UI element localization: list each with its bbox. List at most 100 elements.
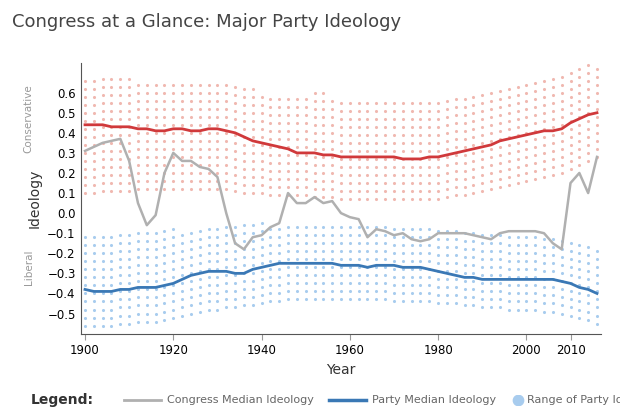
Point [363, 180, 373, 186]
Point [248, 270, 258, 277]
Point [459, 95, 469, 102]
Point [592, 106, 602, 112]
Point [309, 130, 319, 136]
Point [486, 89, 496, 96]
Point [504, 298, 514, 305]
Point [309, 256, 319, 263]
Point [504, 258, 514, 265]
Point [407, 108, 417, 114]
Point [592, 138, 602, 144]
Point [159, 244, 169, 251]
Point [319, 232, 329, 239]
Point [336, 224, 346, 231]
Point [415, 163, 425, 170]
Point [115, 75, 125, 82]
Point [521, 306, 531, 313]
Point [389, 282, 399, 289]
Point [230, 116, 240, 122]
Point [433, 276, 443, 283]
Point [309, 178, 319, 184]
Point [574, 89, 584, 96]
Point [230, 240, 240, 246]
Point [513, 258, 523, 265]
Point [168, 153, 178, 160]
Point [353, 288, 363, 295]
Point [239, 286, 249, 293]
Point [565, 141, 575, 148]
Point [186, 97, 196, 104]
Point [98, 140, 108, 146]
Point [186, 230, 196, 236]
Point [477, 131, 487, 138]
Point [248, 246, 258, 253]
Point [124, 131, 134, 138]
Point [389, 99, 399, 106]
Point [345, 256, 355, 263]
Point [203, 234, 213, 241]
Point [398, 131, 408, 138]
Point [345, 224, 355, 231]
Point [530, 234, 540, 241]
Point [336, 240, 346, 246]
Point [274, 160, 284, 166]
Point [389, 266, 399, 273]
Point [133, 178, 143, 184]
Point [345, 180, 355, 186]
Point [203, 226, 213, 233]
Point [442, 292, 452, 299]
Point [565, 248, 575, 255]
Point [424, 226, 434, 233]
Point [301, 232, 311, 239]
Point [221, 178, 231, 184]
Point [539, 85, 549, 92]
Point [363, 140, 373, 146]
Point [415, 140, 425, 146]
Point [521, 138, 531, 144]
Point [565, 166, 575, 172]
Point [257, 300, 267, 307]
Point [513, 156, 523, 162]
Point [415, 298, 425, 305]
Point [319, 224, 329, 231]
Point [398, 226, 408, 233]
Point [415, 180, 425, 186]
Point [186, 278, 196, 285]
Point [115, 156, 125, 162]
Point [521, 146, 531, 152]
Point [203, 178, 213, 184]
Point [89, 250, 99, 256]
Point [168, 314, 178, 321]
Point [195, 106, 205, 112]
Point [151, 89, 161, 96]
Point [265, 242, 275, 249]
Point [486, 97, 496, 104]
Point [301, 128, 311, 134]
Point [107, 163, 117, 170]
Point [345, 108, 355, 114]
Point [389, 290, 399, 297]
Point [283, 296, 293, 303]
Point [292, 192, 302, 198]
Point [363, 240, 373, 246]
Point [159, 292, 169, 299]
Point [115, 180, 125, 186]
Point [459, 278, 469, 285]
Point [221, 264, 231, 271]
Point [203, 170, 213, 176]
Point [301, 280, 311, 287]
Point [301, 192, 311, 198]
Point [89, 182, 99, 188]
Point [319, 194, 329, 201]
Point [283, 95, 293, 102]
Point [433, 156, 443, 162]
Point [548, 300, 558, 307]
Point [159, 186, 169, 192]
Point [292, 111, 302, 118]
Point [407, 242, 417, 249]
Point [459, 286, 469, 293]
Text: Congress at a Glance: Major Party Ideology: Congress at a Glance: Major Party Ideolo… [12, 13, 402, 30]
Point [98, 282, 108, 289]
Point [442, 276, 452, 283]
Point [521, 250, 531, 256]
Point [415, 188, 425, 194]
